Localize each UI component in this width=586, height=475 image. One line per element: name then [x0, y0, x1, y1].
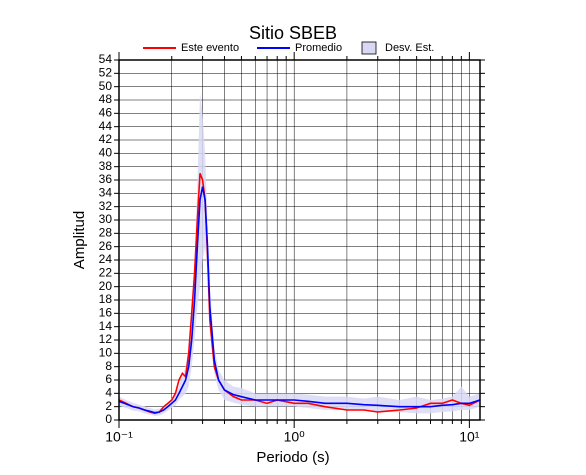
std-band [119, 93, 480, 416]
y-tick-label: 40 [99, 146, 113, 160]
y-tick-label: 48 [99, 92, 113, 106]
y-tick-label: 4 [105, 386, 112, 400]
y-tick-label: 52 [99, 66, 113, 80]
series-line [118, 173, 481, 415]
y-tick-label: 38 [99, 159, 113, 173]
y-tick-label: 2 [105, 399, 112, 413]
y-tick-label: 30 [99, 212, 113, 226]
y-axis-label: Amplitud [71, 211, 88, 269]
y-tick-label: 32 [99, 199, 113, 213]
y-tick-label: 28 [99, 226, 113, 240]
y-tick-label: 6 [105, 372, 112, 386]
y-tick-label: 14 [99, 319, 113, 333]
y-tick-label: 44 [99, 119, 113, 133]
y-tick-label: 18 [99, 292, 113, 306]
series-line [118, 186, 481, 414]
y-tick-label: 26 [99, 239, 113, 253]
y-tick-label: 36 [99, 172, 113, 186]
y-tick-label: 24 [99, 252, 113, 266]
y-tick-label: 50 [99, 79, 113, 93]
y-tick-label: 12 [99, 332, 113, 346]
x-tick-label: 10¹ [459, 429, 480, 445]
x-tick-label: 10⁰ [284, 429, 306, 445]
legend-label: Desv. Est. [385, 42, 434, 54]
y-tick-label: 8 [105, 359, 112, 373]
y-tick-label: 16 [99, 306, 113, 320]
legend-label: Promedio [295, 42, 342, 54]
y-tick-label: 42 [99, 132, 113, 146]
y-tick-label: 34 [99, 186, 113, 200]
y-tick-label: 10 [99, 346, 113, 360]
y-tick-label: 46 [99, 106, 113, 120]
x-tick-label: 10⁻¹ [105, 429, 133, 445]
legend-label: Este evento [181, 42, 239, 54]
plot-frame [118, 59, 481, 421]
chart-title: Sitio SBEB [249, 23, 337, 43]
legend-swatch [361, 41, 377, 55]
y-tick-label: 54 [99, 52, 113, 66]
y-tick-label: 20 [99, 279, 113, 293]
y-tick-label: 0 [105, 412, 112, 426]
y-tick-label: 22 [99, 266, 113, 280]
x-axis-label: Periodo (s) [256, 449, 329, 466]
